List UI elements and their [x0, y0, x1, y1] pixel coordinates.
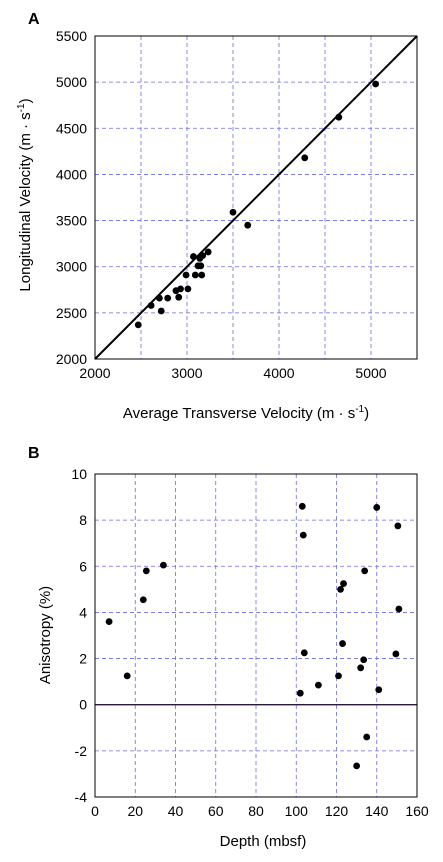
data-point [229, 208, 237, 216]
data-point [360, 656, 368, 664]
data-point [175, 293, 183, 301]
data-point [164, 294, 172, 302]
x-tick-label: 60 [208, 803, 224, 819]
panel-a-grid [95, 36, 417, 359]
data-point [361, 567, 369, 575]
y-tick-label: 4500 [56, 120, 87, 136]
y-tick-label: 6 [79, 558, 87, 574]
y-tick-label: -2 [75, 743, 88, 759]
data-point [339, 640, 346, 647]
data-point [190, 253, 197, 260]
x-tick-label: 20 [127, 803, 143, 819]
x-tick-label: 2000 [79, 365, 110, 381]
panel-a-label: A [28, 11, 40, 28]
panel-a-one-to-one-line [94, 35, 418, 360]
panel-b-frame [94, 473, 418, 798]
data-point [363, 733, 371, 741]
data-point [182, 271, 190, 279]
y-tick-label: 4000 [56, 166, 87, 182]
data-point [156, 294, 163, 302]
data-point [314, 681, 322, 689]
data-point [199, 252, 207, 260]
data-point [392, 650, 400, 658]
x-tick-label: 4000 [263, 365, 294, 381]
y-tick-label: 0 [79, 697, 87, 713]
data-point [191, 271, 199, 279]
panel-b-grid [95, 474, 417, 797]
data-point [134, 321, 142, 329]
data-point [299, 531, 307, 539]
y-tick-label: -4 [75, 789, 88, 805]
data-point [177, 285, 184, 293]
data-point [301, 154, 309, 162]
data-point [105, 618, 113, 626]
data-point [244, 221, 252, 229]
data-point [373, 504, 381, 511]
panel-b-y-axis-label: Anisotropy (%) [37, 586, 54, 684]
data-point [198, 271, 206, 279]
panel-a-points [134, 80, 379, 329]
data-point [337, 585, 344, 593]
data-point [357, 664, 365, 672]
data-point [395, 605, 403, 613]
data-point [300, 649, 308, 657]
x-tick-label: 120 [325, 803, 349, 819]
panel-a-y-axis-label: Longitudinal Velocity (m · s-1) [16, 98, 34, 291]
panel-a-x-axis-label: Average Transverse Velocity (m · s-1) [123, 404, 369, 422]
panel-a-velocity-chart: A 2000 3000 4000 5000 2000 2500 3000 3500 4000 4… [16, 11, 418, 422]
data-point [375, 686, 383, 694]
data-point [184, 285, 192, 293]
y-tick-label: 3500 [56, 213, 87, 229]
data-point [157, 307, 165, 315]
y-tick-label: 2500 [56, 305, 87, 321]
data-point [394, 522, 402, 530]
y-tick-label: 5500 [56, 28, 87, 44]
panel-a-x-tick-labels: 2000 3000 4000 5000 [79, 365, 386, 381]
data-point [298, 502, 306, 510]
data-point [296, 689, 304, 697]
y-tick-label: 2000 [56, 351, 87, 367]
x-tick-label: 160 [405, 803, 429, 819]
data-point [147, 302, 155, 309]
data-point [335, 672, 342, 680]
x-tick-label: 140 [365, 803, 389, 819]
y-tick-label: 5000 [56, 74, 87, 90]
x-tick-label: 40 [168, 803, 184, 819]
panel-b-points [105, 502, 403, 770]
panel-b-y-tick-labels: -4 -2 0 2 4 6 8 10 [71, 466, 87, 805]
y-tick-label: 4 [79, 604, 87, 620]
data-point [372, 80, 379, 88]
x-tick-label: 3000 [171, 365, 202, 381]
data-point [197, 262, 205, 270]
data-point [160, 561, 167, 569]
data-point [139, 596, 147, 604]
data-point [142, 567, 150, 575]
x-tick-label: 80 [248, 803, 264, 819]
panel-b-x-axis-label: Depth (mbsf) [220, 833, 307, 850]
panel-b-label: B [28, 445, 40, 462]
data-point [353, 762, 361, 770]
y-tick-label: 3000 [56, 259, 87, 275]
data-point [204, 248, 212, 256]
x-tick-label: 0 [91, 803, 99, 819]
y-tick-label: 2 [79, 651, 87, 667]
data-point [340, 580, 347, 587]
data-point [123, 672, 131, 680]
x-tick-label: 100 [285, 803, 309, 819]
x-tick-label: 5000 [355, 365, 386, 381]
data-point [335, 113, 343, 121]
y-tick-label: 10 [71, 466, 87, 482]
panel-a-frame [94, 35, 418, 360]
panel-b-x-tick-labels: 0 20 40 60 80 100 120 140 160 [91, 803, 429, 819]
y-tick-label: 8 [79, 512, 87, 528]
panel-a-y-tick-labels: 2000 2500 3000 3500 4000 4500 5000 5500 [56, 28, 87, 367]
panel-b-anisotropy-chart: B 0 20 40 60 80 100 120 140 160 -4 -2 0 2 4 6 8 10 Dept… [28, 445, 429, 850]
